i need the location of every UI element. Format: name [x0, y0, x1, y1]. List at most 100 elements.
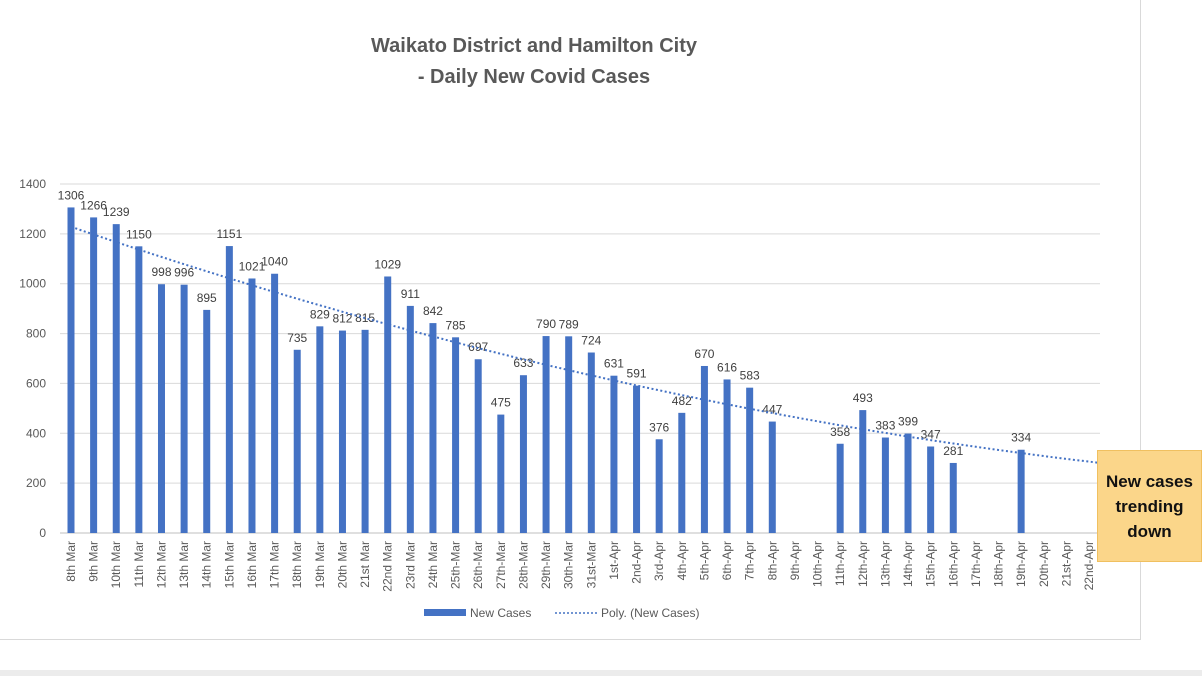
x-tick-label: 15th Mar: [222, 541, 236, 588]
bar: [67, 207, 75, 533]
y-tick-label: 1200: [19, 227, 46, 241]
bar: [112, 224, 120, 533]
y-tick-label: 1400: [19, 177, 46, 191]
chart-title-line-2: - Daily New Covid Cases: [418, 66, 650, 88]
data-label: 842: [423, 304, 443, 318]
bar: [248, 278, 256, 533]
x-tick-label: 27th-Mar: [494, 541, 508, 589]
data-label: 789: [559, 317, 579, 331]
x-tick-label: 14th-Apr: [901, 541, 915, 587]
bar: [361, 329, 369, 533]
bar: [135, 246, 143, 534]
bar: [90, 217, 98, 533]
data-label: 785: [446, 318, 466, 332]
bar: [316, 326, 324, 533]
data-label: 895: [197, 291, 217, 305]
bar: [881, 437, 889, 533]
data-label: 998: [151, 265, 171, 279]
x-tick-label: 19th-Apr: [1014, 541, 1028, 587]
x-tick-label: 16th Mar: [245, 541, 259, 588]
bar: [565, 336, 573, 533]
data-label: 347: [921, 427, 941, 441]
x-tick-label: 13th Mar: [177, 541, 191, 588]
x-tick-label: 8th Mar: [64, 541, 78, 582]
x-tick-label: 25th-Mar: [449, 541, 463, 589]
x-tick-label: 22nd-Apr: [1082, 541, 1096, 590]
x-tick-label: 12th-Apr: [856, 541, 870, 587]
x-tick-label: 22nd Mar: [381, 541, 395, 592]
data-label: 1150: [126, 227, 152, 241]
y-tick-label: 400: [26, 426, 46, 440]
x-tick-label: 5th-Apr: [697, 541, 711, 580]
trendline: [70, 225, 1107, 465]
data-label: 1306: [58, 188, 85, 202]
data-label: 631: [604, 357, 624, 371]
data-label: 1151: [216, 227, 242, 241]
bar: [497, 414, 505, 533]
data-label: 1021: [239, 259, 266, 273]
x-tick-label: 26th-Mar: [471, 541, 485, 589]
bar: [678, 412, 686, 533]
legend: New Cases Poly. (New Cases): [424, 606, 699, 620]
data-label: 281: [943, 444, 963, 458]
y-tick-label: 0: [39, 526, 46, 540]
bar: [904, 433, 912, 533]
data-label: 334: [1011, 431, 1031, 445]
x-tick-label: 24th Mar: [426, 541, 440, 588]
bar: [655, 439, 663, 533]
data-label: 583: [740, 369, 760, 383]
x-tick-label: 9th Mar: [87, 541, 101, 582]
bar: [474, 359, 482, 533]
data-label: 724: [581, 334, 601, 348]
bar: [542, 336, 550, 533]
x-tick-label: 31st-Mar: [584, 541, 598, 588]
data-label: 911: [401, 287, 420, 301]
bar: [157, 284, 165, 533]
x-tick-label: 16th-Apr: [946, 541, 960, 587]
trend-callout: New cases trending down: [1097, 450, 1202, 562]
x-tick-label: 10th-Apr: [811, 541, 825, 587]
data-label: 1266: [80, 198, 107, 212]
bar: [768, 421, 776, 533]
x-tick-label: 14th Mar: [200, 541, 214, 588]
x-tick-label: 30th-Mar: [562, 541, 576, 589]
x-tick-label: 18th Mar: [290, 541, 304, 588]
bar: [859, 410, 867, 533]
data-label: 358: [830, 425, 850, 439]
x-tick-label: 20th Mar: [335, 541, 349, 588]
x-tick-label: 8th-Apr: [765, 541, 779, 580]
legend-label-new-cases: New Cases: [470, 606, 531, 620]
bar: [384, 276, 392, 533]
y-tick-label: 600: [26, 376, 46, 390]
bar: [452, 337, 460, 533]
data-label: 633: [513, 356, 533, 370]
x-tick-label: 21st-Apr: [1059, 541, 1073, 586]
x-tick-label: 17th-Apr: [969, 541, 983, 587]
bar: [203, 309, 211, 533]
bar: [429, 323, 437, 533]
x-tick-label: 28th-Mar: [516, 541, 530, 589]
x-tick-label: 10th Mar: [109, 541, 123, 588]
data-label: 1029: [374, 257, 401, 271]
bar: [406, 305, 414, 533]
data-label: 383: [875, 419, 895, 433]
bar: [338, 330, 346, 533]
x-tick-label: 15th-Apr: [924, 541, 938, 587]
data-label: 815: [355, 311, 375, 325]
data-label: 1040: [261, 255, 288, 269]
x-tick-label: 23rd Mar: [403, 541, 417, 589]
bar: [633, 385, 641, 533]
bottom-bar: [0, 670, 1202, 676]
x-tick-label: 12th Mar: [154, 541, 168, 588]
x-tick-label: 2nd-Apr: [630, 541, 644, 584]
x-tick-label: 6th-Apr: [720, 541, 734, 580]
bar: [836, 443, 844, 533]
data-label: 829: [310, 307, 330, 321]
bar: [519, 375, 527, 533]
data-label: 616: [717, 360, 737, 374]
y-tick-label: 1000: [19, 277, 46, 291]
data-label: 1239: [103, 205, 130, 219]
x-tick-label: 20th-Apr: [1037, 541, 1051, 587]
legend-label-trendline: Poly. (New Cases): [601, 606, 699, 620]
